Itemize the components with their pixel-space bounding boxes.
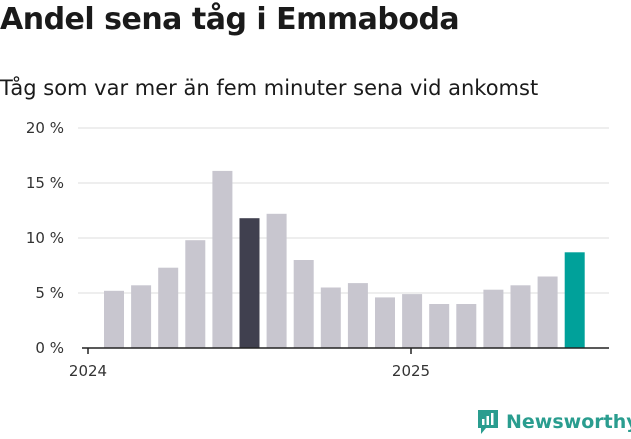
- bar-2025-06: [564, 252, 585, 348]
- newsworthy-logo[interactable]: Newsworthy: [476, 408, 631, 436]
- bars: [104, 170, 585, 348]
- bar-2025-02: [456, 304, 477, 348]
- x-tick-label: 2025: [392, 362, 430, 380]
- x-tick-label: 2024: [69, 362, 107, 380]
- bar-2024-11: [375, 297, 395, 348]
- bar-2025-05: [537, 276, 558, 348]
- bar-2025-01: [429, 304, 450, 348]
- y-axis-ticks: 0 % 5 % 10 % 15 % 20 %: [26, 119, 64, 357]
- y-tick-label: 10 %: [26, 229, 64, 247]
- bar-2024-03: [158, 267, 179, 348]
- bar-2024-12: [402, 294, 423, 348]
- x-axis: 2024 2025: [69, 347, 609, 380]
- brand-name: Newsworthy: [506, 411, 631, 433]
- bar-2025-04: [510, 285, 531, 348]
- bar-2024-01: [104, 290, 124, 348]
- bar-2024-07: [266, 213, 287, 348]
- bar-2024-05: [212, 170, 233, 348]
- y-tick-label: 20 %: [26, 119, 64, 137]
- bar-2024-10: [347, 283, 368, 348]
- bar-2024-04: [185, 240, 206, 348]
- y-tick-label: 15 %: [26, 174, 64, 192]
- bar-2025-03: [483, 289, 504, 348]
- bar-2024-08: [293, 260, 314, 348]
- bar-2024-09: [320, 287, 341, 348]
- y-tick-label: 5 %: [35, 284, 64, 302]
- bar-2024-06: [239, 218, 260, 348]
- chart-title: Andel sena tåg i Emmaboda: [0, 2, 460, 37]
- bar-2024-02: [131, 285, 152, 348]
- newsworthy-logo-icon: [478, 410, 498, 434]
- gridlines: [78, 127, 609, 294]
- y-tick-label: 0 %: [35, 339, 64, 357]
- chart-subtitle: Tåg som var mer än fem minuter sena vid …: [0, 76, 539, 100]
